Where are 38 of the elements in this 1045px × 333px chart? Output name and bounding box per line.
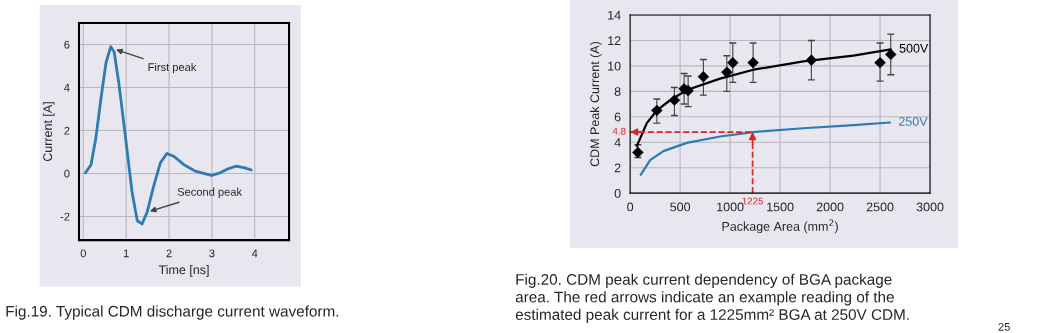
y-tick-label: 6 bbox=[64, 40, 70, 49]
y-axis-title: CDM Peak Current (A) bbox=[590, 41, 602, 167]
x-tick-label: 3 bbox=[209, 249, 215, 258]
y-tick-label: 8 bbox=[614, 87, 621, 96]
x-tick-label: 500 bbox=[670, 202, 691, 212]
y-tick-label: 10 bbox=[608, 61, 621, 71]
text: 25 bbox=[998, 322, 1010, 331]
y-tick-label: 12 bbox=[608, 36, 621, 45]
caption: Fig.20. CDM peak current dependency of BGA package area. The red arrows indicate an example reading of the estimated peak current for a 1225mm² BGA at 250V CDM. bbox=[515, 273, 909, 324]
y-tick-label: 0 bbox=[614, 188, 621, 198]
annotation: First peak bbox=[148, 62, 197, 74]
y-tick-label: 0 bbox=[64, 169, 70, 178]
y-tick-label: 4 bbox=[64, 83, 70, 92]
y-tick-label: 6 bbox=[614, 112, 621, 122]
x-tick-label: 2 bbox=[166, 249, 172, 258]
y-tick-label: 2 bbox=[64, 126, 70, 135]
ref-line-label: 4.8 bbox=[612, 127, 626, 135]
x-tick-label: 3000 bbox=[916, 202, 944, 212]
x-tick-label: 1500 bbox=[767, 202, 794, 212]
x-tick-label: 1 bbox=[123, 249, 129, 258]
x-tick-label: 0 bbox=[80, 249, 86, 258]
caption: Fig.19. Typical CDM discharge current waveform. bbox=[6, 305, 339, 320]
x-tick-label: 4 bbox=[251, 249, 258, 258]
x-tick-label: 1000 bbox=[717, 202, 744, 212]
x-tick-label: 2500 bbox=[866, 202, 894, 212]
y-tick-label: 4 bbox=[614, 138, 621, 147]
series-label: 250V bbox=[899, 117, 928, 126]
x-tick-label: 0 bbox=[627, 202, 634, 212]
x-tick-label: 2000 bbox=[816, 202, 844, 212]
y-tick-label: -2 bbox=[60, 212, 70, 221]
y-tick-label: 14 bbox=[608, 10, 621, 20]
ref-line-label: 1225 bbox=[742, 197, 764, 205]
y-axis-title: Current [A] bbox=[42, 102, 55, 162]
series-label: 500V bbox=[899, 43, 929, 53]
y-tick-label: 2 bbox=[614, 163, 621, 173]
x-axis-title: Package Area (mm$^{2}$) bbox=[722, 219, 838, 234]
annotation: Second peak bbox=[177, 187, 243, 198]
x-axis-title: Time [ns] bbox=[158, 265, 209, 277]
